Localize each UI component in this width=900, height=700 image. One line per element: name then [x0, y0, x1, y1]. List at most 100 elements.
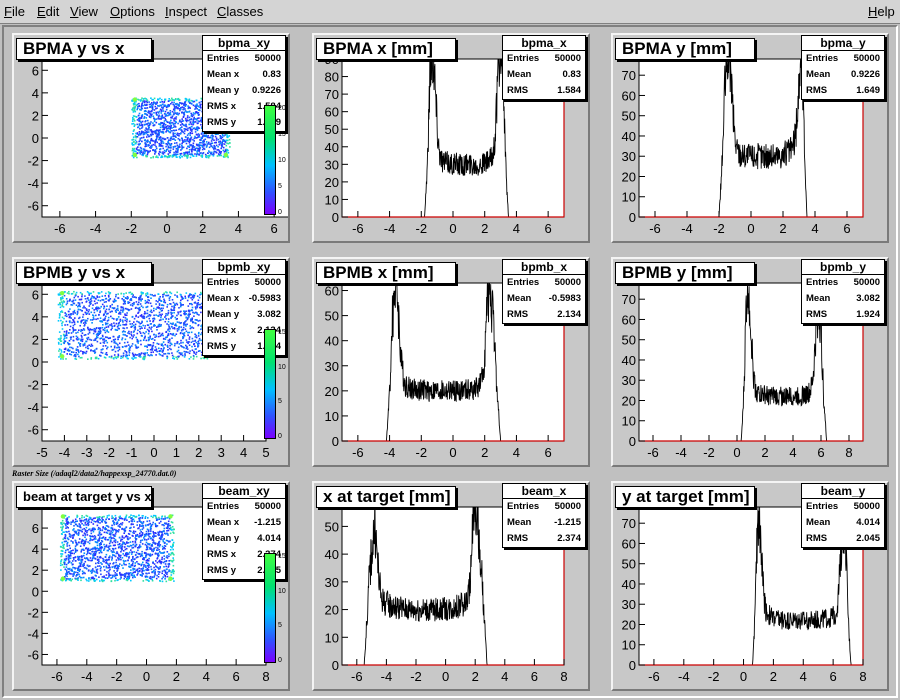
- heatmap-cell: [144, 335, 146, 338]
- heatmap-cell: [188, 344, 191, 346]
- y-tick-label: 60: [325, 284, 339, 299]
- heatmap-cell: [104, 577, 107, 580]
- heatmap-cell: [175, 356, 177, 358]
- heatmap-cell: [177, 107, 179, 110]
- heatmap-cell: [139, 137, 142, 140]
- heatmap-cell: [101, 334, 104, 337]
- menu-file[interactable]: File: [4, 4, 25, 19]
- heatmap-cell: [88, 292, 91, 295]
- heatmap-cell: [165, 565, 167, 568]
- heatmap-cell: [186, 299, 189, 302]
- heatmap-cell: [197, 344, 199, 346]
- heatmap-cell: [132, 122, 135, 125]
- heatmap-cell: [99, 311, 101, 314]
- pad-2[interactable]: -6-4-202460102030405060708090BPMA x [mm]…: [312, 33, 590, 243]
- heatmap-cell: [118, 322, 120, 324]
- pad-5[interactable]: -6 -4 -2 0 2 4 6 0 10 20 30 40 50 60 BPMB x [mm] bpmb_x…: [312, 257, 590, 467]
- heatmap-cell: [143, 133, 146, 135]
- heatmap-cell: [171, 121, 173, 124]
- heatmap-points: [59, 514, 175, 583]
- menu-inspect[interactable]: Inspect: [165, 4, 207, 19]
- heatmap-cell: [94, 579, 96, 582]
- heatmap-cell: [78, 302, 81, 304]
- heatmap-cell: [133, 125, 136, 127]
- heatmap-cell: [137, 346, 140, 349]
- heatmap-cell: [194, 319, 197, 321]
- heatmap-cell: [155, 103, 158, 105]
- heatmap-cell: [80, 529, 82, 532]
- heatmap-cell: [144, 113, 146, 115]
- heatmap-cell: [176, 342, 178, 345]
- heatmap-cell: [110, 532, 112, 535]
- heatmap-cell: [74, 312, 77, 314]
- heatmap-cell: [147, 538, 150, 540]
- heatmap-cell: [161, 137, 164, 140]
- y-tick-label: 60: [622, 88, 636, 103]
- root-canvas[interactable]: Raster Size (/adaql2/data2/happexsp_2477…: [2, 25, 898, 698]
- heatmap-cell: [179, 119, 181, 121]
- heatmap-cell: [177, 151, 179, 153]
- heatmap-cell: [108, 574, 110, 577]
- heatmap-cell: [137, 570, 139, 573]
- pad-7[interactable]: -6 -4 -2 0 2 4 6 8 -6 -4 -2 0 2 4 6 beam at target y vs…: [12, 481, 290, 691]
- menu-help[interactable]: Help: [868, 4, 895, 19]
- heatmap-cell: [100, 355, 102, 357]
- heatmap-cell: [144, 131, 146, 134]
- menu-edit[interactable]: Edit: [37, 4, 60, 19]
- pad-6[interactable]: -6 -4 -2 0 2 4 6 8 0 10 20 30 40 50 60 70 BPMB y [mm] bpm…: [611, 257, 889, 467]
- heatmap-cell: [165, 145, 167, 148]
- heatmap-cell: [186, 155, 188, 158]
- heatmap-cell: [140, 305, 143, 307]
- heatmap-cell: [155, 121, 158, 124]
- heatmap-cell: [191, 337, 194, 340]
- heatmap-cell: [153, 97, 156, 100]
- heatmap-cell: [80, 334, 83, 337]
- heatmap-cell: [100, 551, 103, 554]
- heatmap-cell: [187, 154, 189, 157]
- heatmap-cell: [200, 116, 203, 119]
- heatmap-cell: [166, 303, 169, 306]
- heatmap-cell: [96, 335, 98, 338]
- heatmap-cell: [124, 317, 127, 319]
- heatmap-cell: [107, 291, 110, 293]
- heatmap-cell: [179, 293, 182, 296]
- heatmap-cell: [139, 143, 141, 145]
- menu-options[interactable]: Options: [110, 4, 155, 19]
- heatmap-cell: [169, 127, 172, 129]
- heatmap-cell: [101, 326, 104, 329]
- menu-classes[interactable]: Classes: [217, 4, 264, 19]
- heatmap-cell: [188, 331, 191, 334]
- heatmap-cell: [185, 103, 187, 106]
- heatmap-cell: [105, 308, 108, 311]
- heatmap-cell: [151, 330, 153, 333]
- pad-3[interactable]: -6 -4 -2 0 2 4 6 0 10 20 30 40 50 60 70 BPMA y [mm] bpma…: [611, 33, 889, 243]
- pad-4[interactable]: -5 -4 -3 -2 -1 0 1 2 3 4 5 -6 -4 -2 0 2 4 6 BPMB y vs x bpm…: [12, 257, 290, 467]
- heatmap-cell: [166, 334, 169, 337]
- heatmap-cell: [106, 347, 108, 350]
- heatmap-cell: [165, 539, 168, 542]
- heatmap-cell: [168, 570, 170, 573]
- pad-1[interactable]: -6 -4 -2 0 2 4 6 -6 -4 -2 0 2 4 6 BPMA y vs x bpma_xy En…: [12, 33, 290, 243]
- heatmap-cell: [135, 142, 137, 145]
- heatmap-cell: [61, 550, 64, 552]
- heatmap-cell: [94, 517, 96, 519]
- heatmap-cell: [226, 134, 229, 136]
- heatmap-cell: [141, 533, 144, 535]
- heatmap-cell: [75, 304, 78, 306]
- y-tick-label: 40: [622, 353, 636, 368]
- heatmap-cell: [135, 141, 137, 144]
- heatmap-cell: [180, 353, 183, 356]
- heatmap-cell: [79, 517, 81, 520]
- heatmap-cell: [185, 320, 187, 322]
- heatmap-cell: [120, 549, 123, 551]
- stats-value: 0.9226: [251, 85, 281, 96]
- heatmap-cell: [81, 528, 84, 531]
- heatmap-cell: [115, 357, 118, 360]
- heatmap-cell: [74, 532, 77, 534]
- heatmap-cell: [94, 547, 97, 550]
- heatmap-cell: [114, 328, 117, 331]
- heatmap-cell: [65, 574, 67, 576]
- heatmap-cell: [191, 309, 193, 311]
- menu-view[interactable]: View: [70, 4, 98, 19]
- heatmap-cell: [122, 323, 124, 326]
